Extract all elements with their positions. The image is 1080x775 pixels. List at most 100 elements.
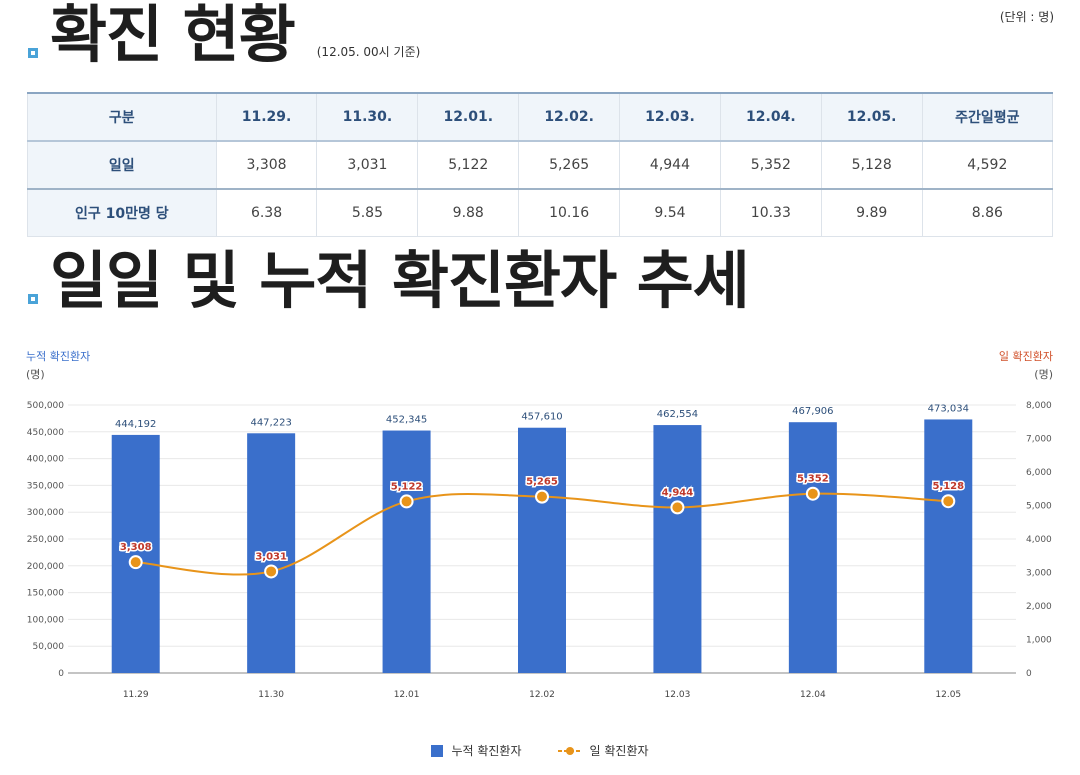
right-tick-label: 6,000 bbox=[1026, 468, 1052, 478]
left-axis-unit: (명) bbox=[26, 368, 45, 381]
table-row: 인구 10만명 당 6.38 5.85 9.88 10.16 9.54 10.33 9.89 8… bbox=[27, 188, 1054, 237]
bar-value-label: 452,345 bbox=[386, 415, 427, 426]
table-header-cell: 주간일평균 bbox=[921, 92, 1054, 142]
left-tick-label: 250,000 bbox=[27, 535, 64, 545]
table-cell: 3,308 bbox=[215, 140, 318, 190]
legend-label-cumulative: 누적 확진환자 bbox=[451, 744, 522, 758]
left-tick-label: 200,000 bbox=[27, 562, 64, 572]
bar bbox=[111, 434, 160, 673]
x-tick-label: 11.30 bbox=[258, 690, 284, 700]
line-value-label: 5,352 bbox=[797, 474, 829, 485]
line-point bbox=[264, 564, 279, 579]
chart-legend: 누적 확진환자 일 확진환자 bbox=[0, 742, 1080, 759]
table-cell: 10.16 bbox=[518, 188, 621, 237]
bullet-square-icon bbox=[28, 294, 38, 304]
line-value-label: 3,308 bbox=[120, 542, 152, 553]
x-tick-label: 12.03 bbox=[665, 690, 691, 700]
section-title-status: 확진 현황 (12.05. 00시 기준) bbox=[28, 4, 420, 66]
trend-chart: 누적 확진환자 (명) 일 확진환자 (명) 0 50,000 100,000 150,000… bbox=[26, 349, 1053, 700]
right-axis-unit: (명) bbox=[1034, 368, 1053, 381]
left-tick-label: 50,000 bbox=[33, 642, 65, 652]
bar-value-label: 447,223 bbox=[250, 417, 291, 428]
left-tick-label: 400,000 bbox=[27, 455, 64, 465]
right-tick-label: 3,000 bbox=[1026, 569, 1052, 579]
table-header-cell: 12.01. bbox=[417, 92, 520, 142]
table-row: 일일 3,308 3,031 5,122 5,265 4,944 5,352 5,128 4,5… bbox=[27, 140, 1054, 190]
table-header-cell: 12.05. bbox=[820, 92, 923, 142]
line-point bbox=[535, 489, 549, 504]
bar bbox=[382, 430, 431, 673]
right-tick-label: 5,000 bbox=[1026, 502, 1052, 512]
line-point bbox=[805, 486, 820, 501]
table-cell: 9.88 bbox=[417, 188, 520, 237]
table-cell: 5,122 bbox=[417, 140, 520, 190]
table-header-cell: 11.30. bbox=[316, 92, 419, 142]
right-axis-title: 일 확진환자 bbox=[999, 349, 1053, 363]
stats-table: 구분 11.29. 11.30. 12.01. 12.02. 12.03. 12.04. 12… bbox=[27, 92, 1054, 237]
right-tick-label: 8,000 bbox=[1026, 401, 1052, 411]
bar bbox=[653, 425, 702, 673]
basis-time: (12.05. 00시 기준) bbox=[316, 45, 421, 59]
table-cell: 5,265 bbox=[518, 140, 621, 190]
table-cell: 4,592 bbox=[921, 140, 1054, 190]
bar bbox=[247, 433, 296, 673]
left-tick-label: 100,000 bbox=[27, 615, 64, 625]
left-tick-label: 300,000 bbox=[27, 508, 64, 518]
table-header-cell: 12.04. bbox=[719, 92, 822, 142]
line-point bbox=[670, 500, 685, 515]
legend-item-daily: 일 확진환자 bbox=[557, 742, 649, 759]
table-cell: 4,944 bbox=[619, 140, 721, 190]
bar-value-label: 473,034 bbox=[928, 403, 969, 414]
table-header-cell: 12.03. bbox=[619, 92, 721, 142]
table-cell: 3,031 bbox=[316, 140, 419, 190]
bar-value-label: 444,192 bbox=[115, 419, 156, 430]
table-cell: 10.33 bbox=[719, 188, 822, 237]
line-value-label: 4,944 bbox=[662, 487, 694, 498]
line-point bbox=[128, 555, 143, 570]
bar bbox=[788, 422, 837, 673]
bar-value-label: 457,610 bbox=[521, 412, 562, 423]
left-tick-label: 150,000 bbox=[27, 589, 64, 599]
right-tick-label: 7,000 bbox=[1026, 435, 1052, 445]
bar-value-label: 467,906 bbox=[792, 406, 833, 417]
legend-label-daily: 일 확진환자 bbox=[589, 744, 649, 758]
status-title: 확진 현황 bbox=[50, 0, 296, 71]
table-cell: 5,128 bbox=[820, 140, 923, 190]
right-tick-label: 4,000 bbox=[1026, 535, 1052, 545]
right-tick-label: 2,000 bbox=[1026, 602, 1052, 612]
bar-value-label: 462,554 bbox=[657, 409, 698, 420]
right-tick-label: 1,000 bbox=[1026, 636, 1052, 646]
legend-bar-swatch bbox=[431, 744, 444, 757]
line-value-label: 5,122 bbox=[391, 481, 423, 492]
trend-title: 일일 및 누적 확진환자 추세 bbox=[50, 244, 750, 317]
bar bbox=[924, 419, 973, 673]
table-row-label: 일일 bbox=[27, 140, 217, 190]
bullet-square-icon bbox=[28, 48, 38, 58]
table-cell: 9.89 bbox=[820, 188, 923, 237]
x-tick-label: 12.05 bbox=[935, 690, 961, 700]
table-header-cell: 11.29. bbox=[215, 92, 318, 142]
x-tick-label: 12.01 bbox=[394, 690, 420, 700]
left-axis-title: 누적 확진환자 bbox=[26, 350, 90, 363]
table-cell: 8.86 bbox=[921, 188, 1054, 237]
table-cell: 9.54 bbox=[619, 188, 721, 237]
left-tick-label: 0 bbox=[58, 669, 64, 679]
table-cell: 6.38 bbox=[215, 188, 318, 237]
x-tick-label: 12.04 bbox=[800, 690, 826, 700]
table-header-cell: 12.02. bbox=[518, 92, 621, 142]
legend-item-cumulative: 누적 확진환자 bbox=[431, 742, 522, 759]
table-row-label: 인구 10만명 당 bbox=[27, 188, 217, 237]
left-tick-label: 450,000 bbox=[27, 428, 64, 438]
line-value-label: 5,265 bbox=[526, 477, 558, 488]
table-header-row: 구분 11.29. 11.30. 12.01. 12.02. 12.03. 12.04. 12… bbox=[27, 92, 1054, 142]
unit-label: (단위 : 명) bbox=[999, 10, 1054, 24]
line-point bbox=[941, 494, 956, 509]
right-tick-label: 0 bbox=[1026, 669, 1032, 679]
legend-line-swatch bbox=[557, 746, 582, 755]
x-tick-label: 11.29 bbox=[123, 690, 149, 700]
table-cell: 5.85 bbox=[316, 188, 419, 237]
section-title-trend: 일일 및 누적 확진환자 추세 bbox=[28, 244, 750, 317]
x-tick-label: 12.02 bbox=[529, 690, 555, 700]
table-header-category: 구분 bbox=[27, 92, 217, 142]
line-point bbox=[399, 494, 414, 509]
